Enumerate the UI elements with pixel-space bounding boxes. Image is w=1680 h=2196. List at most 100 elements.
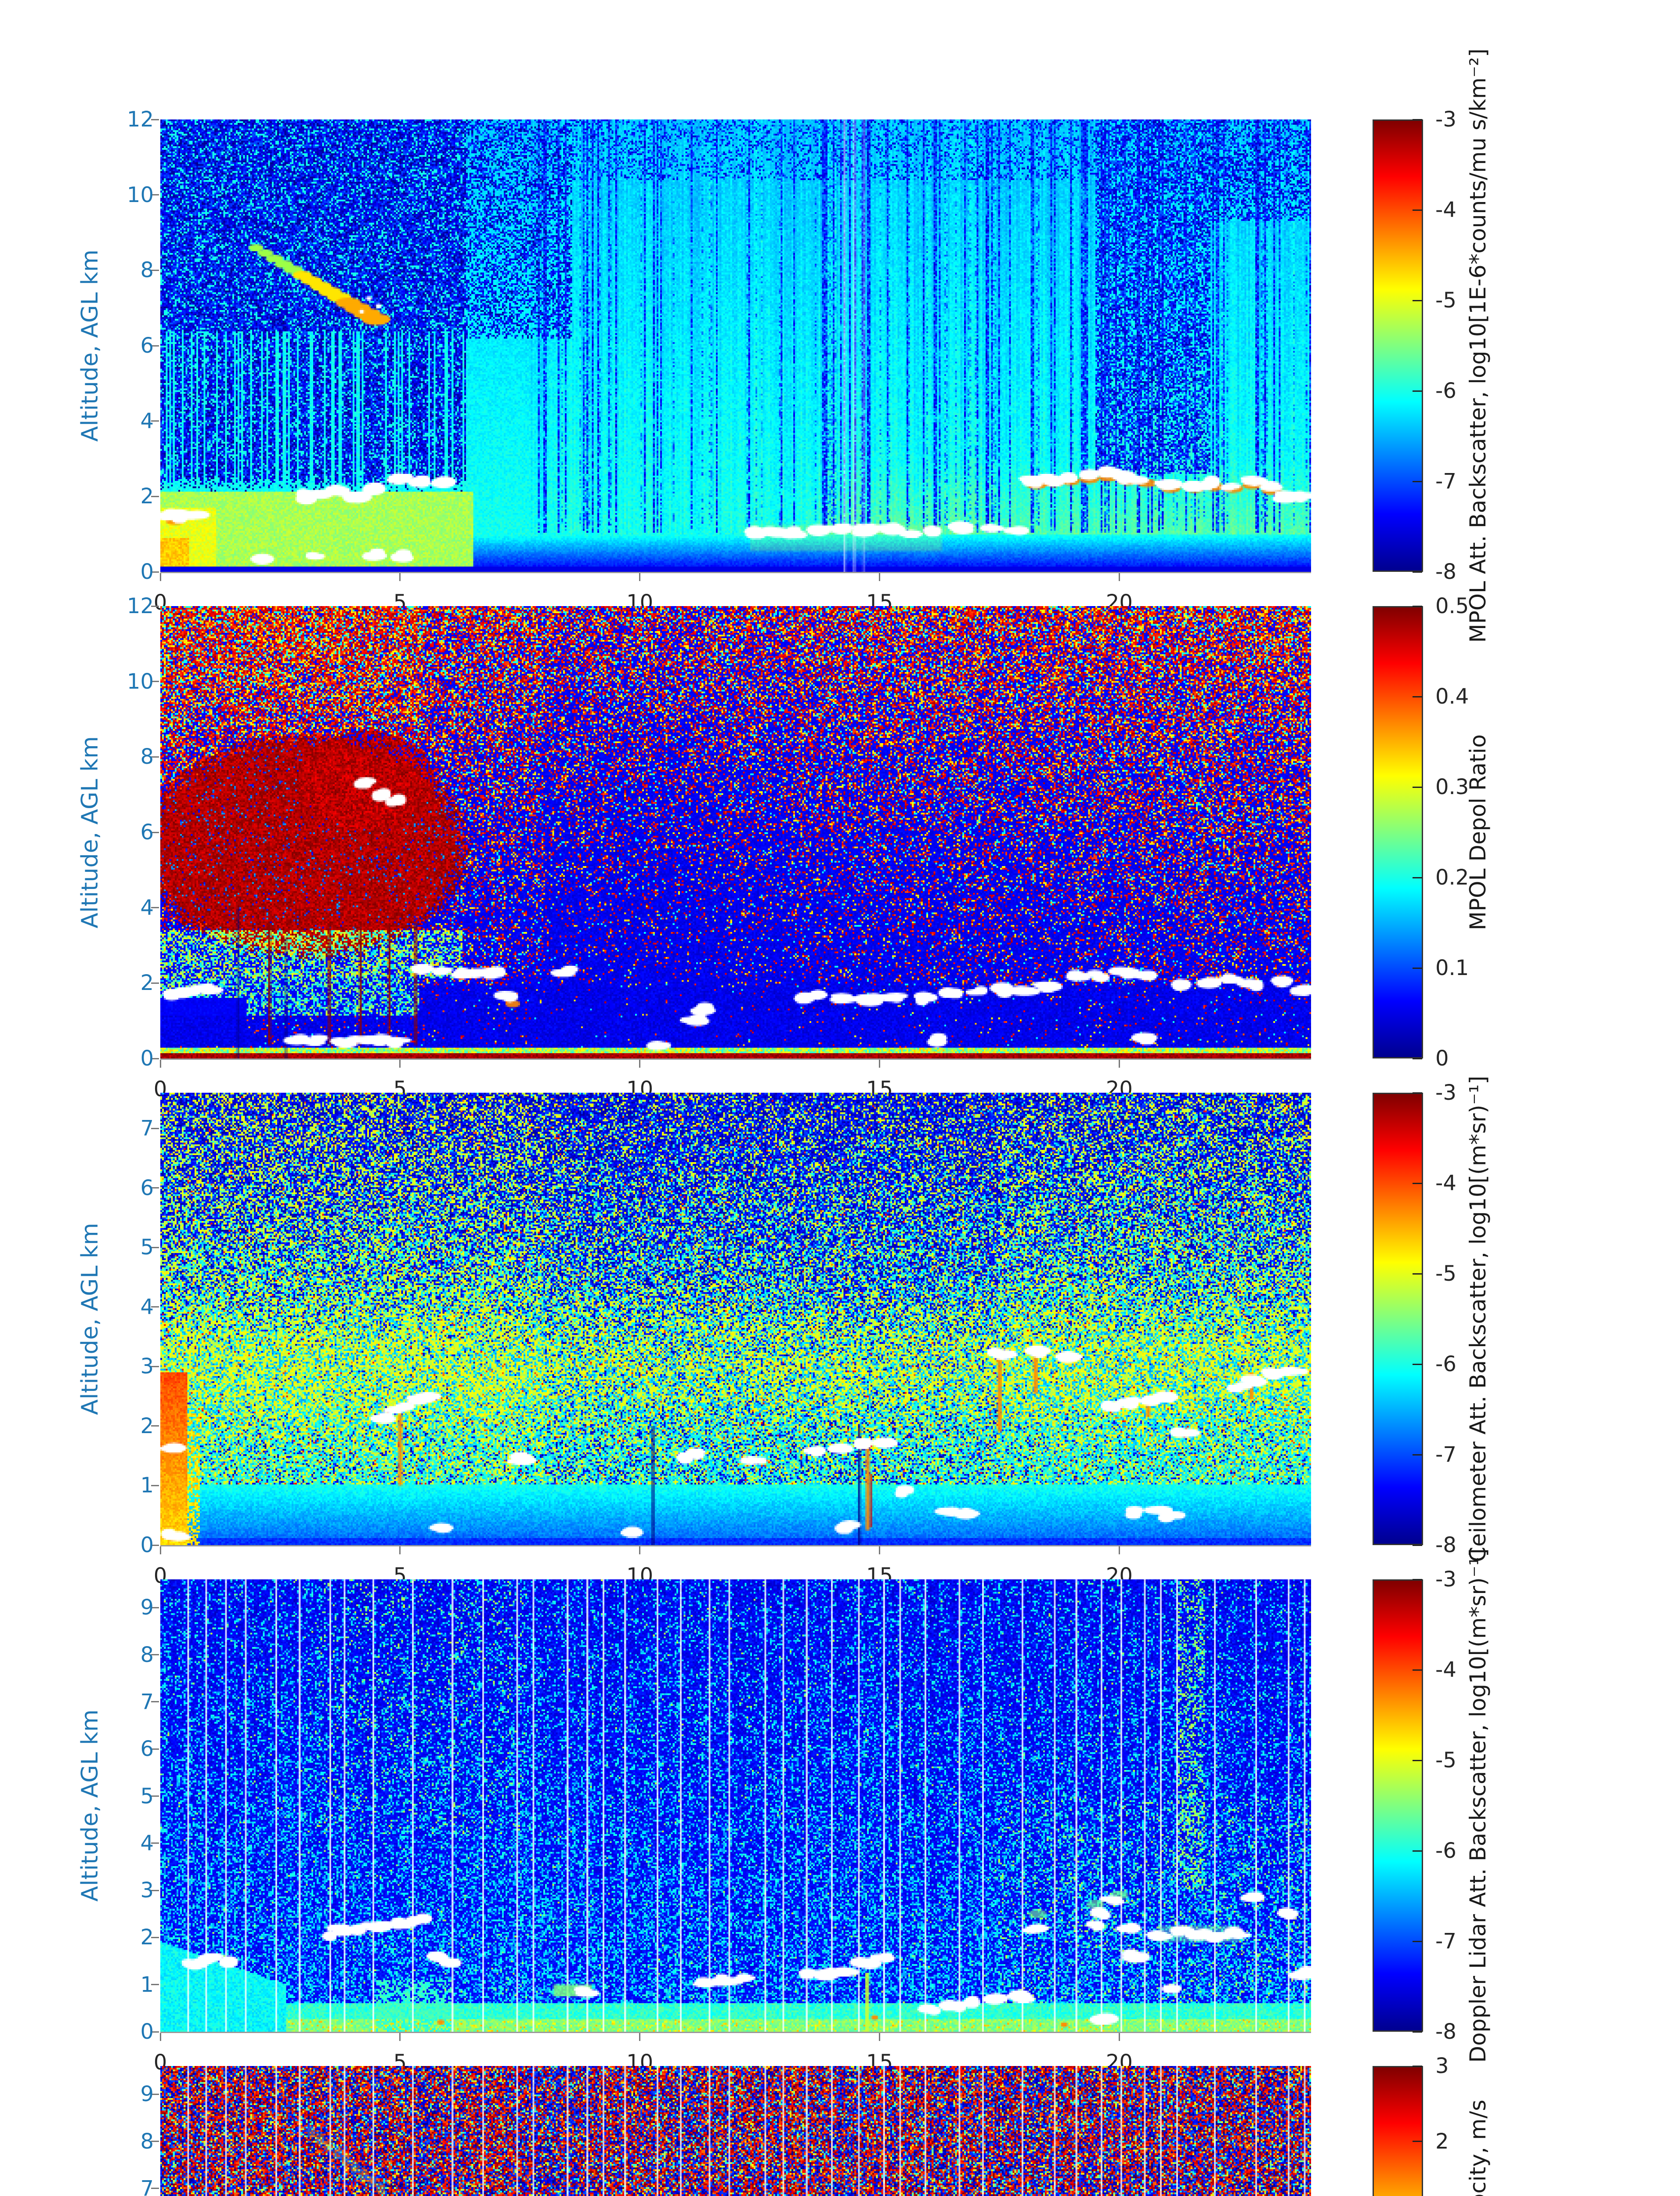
y-tick-label: 4 (140, 1294, 154, 1319)
colorbar-tick-label: 0.2 (1435, 865, 1469, 890)
y-tick-label: 8 (140, 258, 154, 283)
colorbar-tick-mark (1413, 390, 1422, 392)
y-tick-mark (151, 1246, 159, 1248)
x-tick-mark (1118, 2033, 1120, 2041)
colorbar-tick-mark (1413, 1182, 1422, 1184)
y-tick-label: 2 (140, 1925, 154, 1950)
y-tick-label: 8 (140, 744, 154, 769)
colorbar-label: Doppler Lidar Vertical Velocity, m/s (1464, 1919, 1492, 2196)
colorbar-tick-mark (1413, 605, 1422, 607)
x-tick-mark (159, 2033, 161, 2041)
heatmap-canvas (160, 606, 1311, 1058)
y-tick-label: 5 (140, 1784, 154, 1809)
y-tick-label: 0 (140, 1046, 154, 1071)
colorbar-tick-label: -6 (1435, 1352, 1456, 1376)
y-tick-label: 1 (140, 1473, 154, 1498)
y-tick-label: 7 (140, 1116, 154, 1141)
x-tick-mark (1118, 573, 1120, 581)
y-tick-mark (151, 1748, 159, 1750)
colorbar (1373, 1579, 1423, 2032)
y-tick-mark (151, 194, 159, 196)
heatmap-canvas (160, 1093, 1311, 1545)
y-tick-mark (151, 571, 159, 573)
colorbar-tick-mark (1413, 1940, 1422, 1942)
colorbar-tick-label: -6 (1435, 379, 1456, 403)
y-tick-mark (151, 1058, 159, 1059)
x-axis-line (160, 2032, 1311, 2033)
colorbar-tick-mark (1413, 480, 1422, 482)
colorbar-tick-label: 0.1 (1435, 956, 1469, 980)
y-tick-mark (151, 1127, 159, 1129)
y-tick-label: 10 (126, 669, 154, 694)
heatmap-doppler-lidar-vertical-velocity (160, 2066, 1311, 2196)
y-axis-label: Altitude, AGL km (77, 249, 103, 442)
colorbar-gradient (1374, 121, 1422, 571)
x-tick-mark (399, 1546, 401, 1554)
y-tick-mark (151, 1795, 159, 1797)
y-tick-mark (151, 495, 159, 497)
colorbar-tick-label: -4 (1435, 198, 1456, 222)
heatmap-canvas (160, 119, 1311, 572)
x-tick-mark (879, 2033, 880, 2041)
y-tick-label: 12 (126, 107, 154, 132)
y-axis-label: Altitude, AGL km (76, 2066, 104, 2196)
panel-doppler-lidar-vertical-velocity: Altitude, AGL km UTC hours on 20250612 D… (0, 2054, 1680, 2196)
y-tick-mark (151, 1544, 159, 1546)
colorbar (1373, 1093, 1423, 1545)
colorbar-tick-label: -7 (1435, 469, 1456, 494)
x-tick-mark (639, 1546, 641, 1554)
y-tick-label: 4 (140, 408, 154, 433)
x-tick-mark (879, 573, 880, 581)
colorbar-gradient (1374, 2067, 1422, 2196)
colorbar-gradient (1374, 1094, 1422, 1544)
y-axis-label: Altitude, AGL km (77, 1709, 103, 1902)
x-tick-mark (639, 2033, 641, 2041)
colorbar-tick-label: -4 (1435, 1171, 1456, 1196)
heatmap-canvas (160, 1579, 1311, 2032)
y-tick-label: 9 (140, 2082, 154, 2107)
y-tick-label: 2 (140, 971, 154, 996)
y-tick-mark (151, 681, 159, 683)
colorbar-tick-mark (1413, 1578, 1422, 1580)
x-tick-mark (1118, 1546, 1120, 1554)
y-tick-label: 3 (140, 1878, 154, 1903)
colorbar-tick-mark (1413, 2141, 1422, 2142)
y-tick-mark (151, 119, 159, 120)
colorbar-tick-mark (1413, 2065, 1422, 2067)
y-tick-mark (151, 2093, 159, 2095)
y-tick-label: 9 (140, 1595, 154, 1620)
y-tick-mark (151, 1984, 159, 1986)
x-tick-mark (639, 573, 641, 581)
colorbar (1373, 2066, 1423, 2196)
y-tick-mark (151, 1889, 159, 1891)
y-tick-mark (151, 1187, 159, 1189)
x-axis-line (160, 1545, 1311, 1546)
y-tick-mark (151, 420, 159, 422)
colorbar-tick-mark (1413, 786, 1422, 788)
x-tick-mark (879, 1060, 880, 1068)
y-tick-label: 5 (140, 1235, 154, 1260)
colorbar (1373, 606, 1423, 1058)
colorbar-tick-label: -8 (1435, 2019, 1456, 2044)
panel-ceilometer-att-backscatter: Altitude, AGL km UTC hours on 20250612 C… (0, 1076, 1680, 1712)
y-tick-label: 0 (140, 1533, 154, 1557)
x-tick-mark (399, 1060, 401, 1068)
y-tick-mark (151, 1365, 159, 1367)
colorbar-tick-mark (1413, 1454, 1422, 1456)
colorbar-tick-label: -6 (1435, 1838, 1456, 1863)
y-tick-label: 2 (140, 1413, 154, 1438)
colorbar-tick-label: -8 (1435, 560, 1456, 584)
colorbar-tick-mark (1413, 209, 1422, 211)
x-tick-mark (399, 2033, 401, 2041)
x-tick-mark (159, 1060, 161, 1068)
x-tick-mark (159, 573, 161, 581)
y-tick-label: 6 (140, 1175, 154, 1200)
heatmap-mpol-depol-ratio (160, 606, 1311, 1058)
colorbar-tick-mark (1413, 1092, 1422, 1094)
y-tick-mark (151, 2031, 159, 2033)
y-tick-label: 4 (140, 895, 154, 920)
y-tick-mark (151, 1842, 159, 1844)
colorbar-tick-mark (1413, 1273, 1422, 1275)
y-tick-label: 12 (126, 594, 154, 618)
colorbar-tick-label: 0.5 (1435, 594, 1469, 618)
